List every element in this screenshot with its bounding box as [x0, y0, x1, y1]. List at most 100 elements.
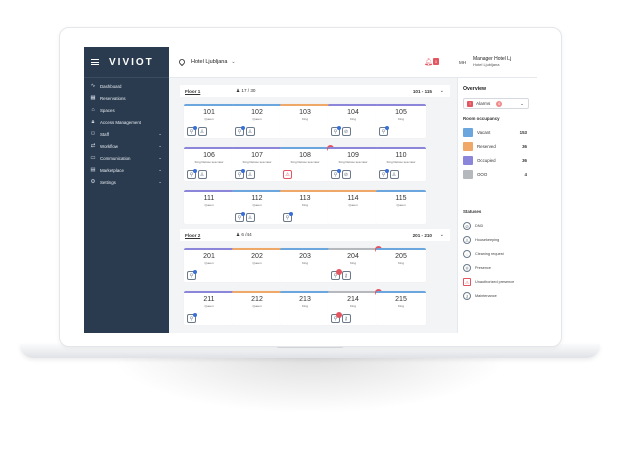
room-card[interactable]: 203 King	[280, 248, 330, 282]
person-icon: ⚲	[283, 212, 293, 222]
room-card[interactable]: 211 Queen ⚲	[184, 291, 234, 325]
hotel-selector[interactable]: Hotel Ljubljana	[191, 59, 228, 65]
statuses-title: Statuses	[463, 209, 482, 214]
floor-occupancy-value: 17 / 30	[241, 88, 256, 93]
sidebar-item-label: Marketplace	[100, 167, 124, 173]
room-number: 212	[251, 296, 263, 303]
sidebar-item-reservations[interactable]: ▦ Reservations	[84, 92, 169, 104]
person-icon: ⚲	[235, 169, 245, 179]
status-label: Maintenance	[475, 293, 497, 298]
hamburger-menu-icon[interactable]	[91, 59, 99, 65]
occupancy-row-vacant[interactable]: Vacant 153	[463, 128, 529, 137]
sidebar-item-access-management[interactable]: 🔒︎ Access Management	[84, 116, 169, 128]
avatar[interactable]: MH	[459, 60, 466, 65]
sidebar-item-marketplace[interactable]: ▤ Marketplace ⌄	[84, 164, 169, 176]
room-card[interactable]: 112 Queen ⚲ ♙	[232, 190, 282, 224]
chevron-down-icon: ⌄	[158, 179, 162, 184]
occupancy-label: Reserved	[477, 144, 496, 149]
room-type: King Deluxe sea view	[386, 160, 416, 164]
room-card[interactable]: 109 King Deluxe sea view ⚲ ⊘	[328, 147, 378, 181]
sidebar-item-spaces[interactable]: ⌂ Spaces	[84, 104, 169, 116]
room-number: 201	[203, 253, 215, 260]
store-icon: ▤	[90, 167, 96, 173]
room-number: 104	[347, 109, 359, 116]
chevron-down-icon: ⌄	[520, 100, 524, 106]
room-card[interactable]: 110 King Deluxe sea view ⚲ ♙	[376, 147, 426, 181]
person-icon: ⚲	[187, 169, 197, 179]
room-card[interactable]: 115 Queen	[376, 190, 426, 224]
lock-icon: ♙	[197, 170, 207, 179]
room-card[interactable]: 205 King	[376, 248, 426, 282]
room-type: Queen	[252, 203, 262, 207]
status-indicator-dot	[385, 169, 389, 173]
room-status-icons: ⚲	[187, 313, 198, 323]
room-card[interactable]: 111 Queen	[184, 190, 234, 224]
sidebar-item-staff[interactable]: ⚇ Staff ⌄	[84, 128, 169, 140]
sidebar: VIVIOT ∿ Dashboard ▦ Reservations ⌂ Spaces 🔒︎ A…	[84, 47, 169, 333]
calendar-icon: ▦	[90, 95, 96, 101]
room-card[interactable]: 102 Queen ⚲ ♙	[232, 104, 282, 138]
room-card[interactable]: 201 Queen ⚲	[184, 248, 234, 282]
occupancy-count: 4	[524, 172, 527, 177]
status-label: Unauthorized presence	[475, 279, 515, 284]
room-status-icons: ⚲ ♙	[379, 169, 400, 179]
floor-name[interactable]: Floor 1	[185, 88, 201, 94]
room-card[interactable]: 202 Queen	[232, 248, 282, 282]
room-number: 105	[395, 109, 407, 116]
logo-bar: VIVIOT	[84, 47, 169, 78]
room-number: 110	[395, 152, 407, 159]
occupancy-count: 36	[522, 158, 527, 163]
status-legend-item: ⚷ Maintenance	[463, 291, 497, 300]
sidebar-item-settings[interactable]: ⚙ Settings ⌄	[84, 176, 169, 188]
room-card[interactable]: 114 Queen	[328, 190, 378, 224]
sidebar-item-communication[interactable]: ▭ Communication ⌄	[84, 152, 169, 164]
chevron-down-icon[interactable]: ⌄	[439, 88, 444, 94]
alarms-count: 6	[496, 100, 503, 107]
occupancy-row-reserved[interactable]: Reserved 36	[463, 142, 529, 151]
chevron-down-icon[interactable]: ⌄	[231, 59, 236, 65]
room-number: 115	[395, 195, 407, 202]
housekeeping-icon: ♙	[463, 235, 471, 244]
room-card[interactable]: 105 King ⚲	[376, 104, 426, 138]
room-card[interactable]: 213 King	[280, 291, 330, 325]
top-bar: Hotel Ljubljana ⌄ 🔔︎ 1 MH Manager Hotel …	[169, 47, 537, 78]
room-number: 213	[299, 296, 311, 303]
floor-header[interactable]: Floor 2 ♟ 6 /44 201 - 210 ⌄	[180, 229, 450, 241]
floor-header[interactable]: Floor 1 ♟ 17 / 30 101 - 115 ⌄	[180, 85, 450, 97]
room-type: Queen	[204, 203, 214, 207]
cleaning-icon: ◌	[463, 249, 471, 258]
occupancy-row-occupied[interactable]: Occupied 36	[463, 156, 529, 165]
alarms-dropdown[interactable]: ! Alarms 6 ⌄	[463, 98, 529, 109]
wrench-icon: ⚷	[341, 314, 351, 323]
room-card[interactable]: 215 King	[376, 291, 426, 325]
bell-icon[interactable]: 🔔︎	[424, 59, 433, 66]
room-card[interactable]: 107 King Deluxe sea view ⚲ ♙	[232, 147, 282, 181]
sidebar-item-label: Staff	[100, 131, 109, 137]
occupancy-row-ooo[interactable]: OOO 4	[463, 170, 529, 179]
wrench-icon: ⚷	[463, 291, 471, 300]
room-type: Queen	[252, 117, 262, 121]
room-card[interactable]: 113 King ⚲	[280, 190, 330, 224]
occupancy-swatch	[463, 170, 473, 179]
sidebar-item-dashboard[interactable]: ∿ Dashboard	[84, 80, 169, 92]
status-indicator-dot	[289, 212, 293, 216]
person-icon: ⚲	[235, 126, 245, 136]
floor-name[interactable]: Floor 2	[185, 232, 201, 238]
room-type: King	[349, 304, 356, 308]
person-icon: ⚲	[379, 126, 389, 136]
room-card[interactable]: 103 King	[280, 104, 330, 138]
chevron-down-icon[interactable]: ⌄	[439, 232, 444, 238]
sidebar-item-label: Communication	[100, 155, 131, 161]
user-menu[interactable]: Manager Hotel Lj Hotel Ljubljana	[473, 56, 511, 68]
room-card[interactable]: 104 King ⚲ ⊘	[328, 104, 378, 138]
room-status-icons: ⚲ ♙	[187, 126, 208, 136]
occupancy-count: 36	[522, 144, 527, 149]
status-indicator-dot	[193, 126, 197, 130]
room-card[interactable]: 212 Queen	[232, 291, 282, 325]
room-card[interactable]: 106 King Deluxe sea view ⚲ ♙	[184, 147, 234, 181]
sidebar-item-workflow[interactable]: ⇄ Workflow ⌄	[84, 140, 169, 152]
room-card[interactable]: 101 Queen ⚲ ♙	[184, 104, 234, 138]
